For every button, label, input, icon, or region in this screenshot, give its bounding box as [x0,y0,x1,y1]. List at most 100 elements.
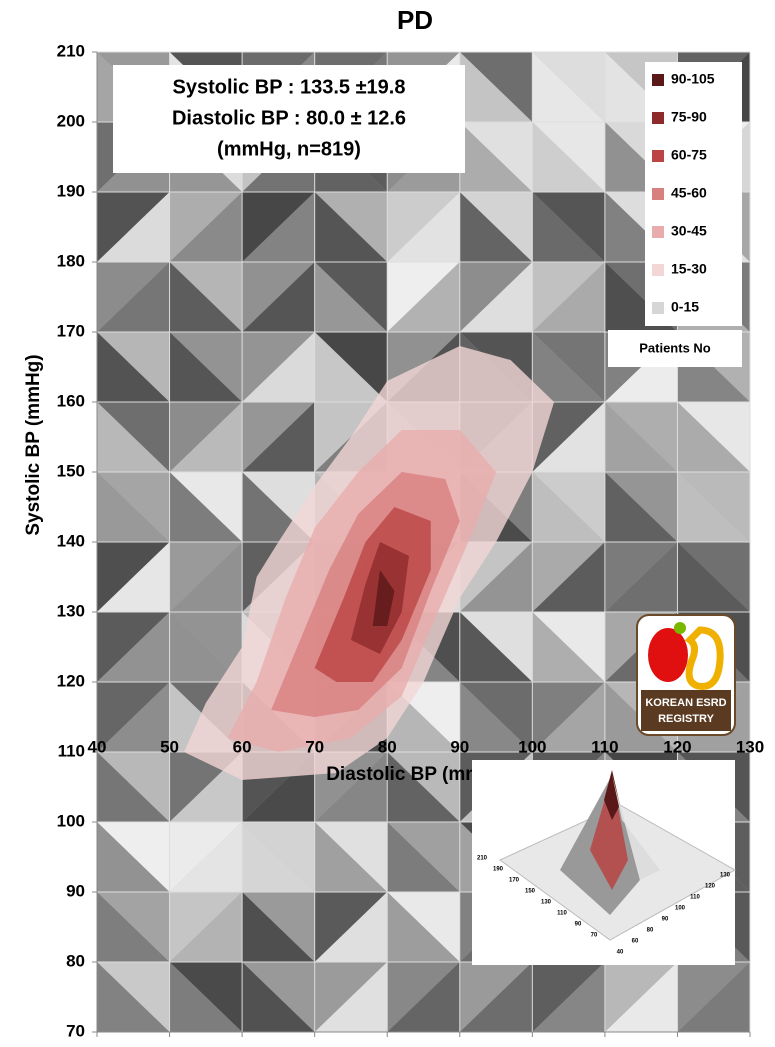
inset-label: 110 [557,911,567,917]
y-tick-label: 120 [57,671,85,690]
background-cell [242,192,315,262]
background-cell [314,192,388,262]
background-cell [314,822,388,892]
background-cell [314,332,388,402]
y-tick-label: 110 [58,741,85,760]
background-cell [532,52,605,122]
background-cell [169,892,243,962]
legend-label: 30-45 [671,223,707,239]
background-cell [169,892,243,962]
background-cell [97,542,170,612]
background-cell [604,542,678,612]
inset-3d-chart: 210 190 170 150 130 110 90 70 40 60 80 90 100 110 120 1… [472,760,737,965]
y-tick-label: 80 [66,951,85,970]
background-cell [314,962,388,1032]
background-cell [532,192,605,262]
background-cell [314,752,388,822]
background-cell [242,402,315,472]
logo-text: REGISTRY [658,713,714,725]
y-tick-label: 160 [57,391,85,410]
background-cell [314,332,388,402]
background-cell [532,472,605,542]
background-cell [242,332,315,402]
x-tick-label: 130 [736,737,764,756]
legend-label: 90-105 [671,71,715,87]
background-cell [97,752,170,822]
legend-label: 75-90 [671,109,707,125]
background-cell [169,542,243,612]
y-tick-label: 100 [57,811,85,830]
legend-title: Patients No [639,340,711,355]
background-cell [169,402,243,472]
background-cell [677,962,750,1032]
background-cell [169,962,243,1032]
background-cell [604,962,678,1032]
legend-swatch [652,112,664,124]
background-cell [97,892,170,962]
y-tick-label: 70 [66,1021,85,1040]
background-cell [314,192,388,262]
background-cell [97,682,170,752]
x-tick-label: 60 [233,737,252,756]
background-cell [97,332,170,402]
background-cell [242,262,315,332]
contour-region [372,570,395,626]
background-cell [532,52,605,122]
background-cell [97,472,170,542]
chart-title: PD [397,5,433,35]
x-tick-label: 80 [378,737,397,756]
y-tick-label: 210 [57,41,85,60]
y-tick-label: 90 [66,881,85,900]
background-cell [169,262,243,332]
x-tick-label: 90 [450,737,469,756]
legend-swatch [652,150,664,162]
background-cell [97,262,170,332]
background-cell [242,962,315,1032]
background-cell [459,192,533,262]
background-cell [387,192,460,262]
background-cell [532,962,605,1032]
y-tick-label: 140 [57,531,85,550]
y-tick-label: 170 [57,321,85,340]
x-tick-label: 100 [518,737,546,756]
inset-label: 40 [617,950,624,956]
background-cell [532,682,605,752]
background-cell [97,332,170,402]
background-cell [97,192,170,262]
background-cell [97,542,170,612]
background-cell [97,822,170,892]
inset-label: 120 [705,884,716,890]
background-cell [677,542,750,612]
background-cell [169,472,243,542]
background-cell [97,612,170,682]
legend-swatch [652,74,664,86]
background-cell [169,822,243,892]
background-cell [459,542,533,612]
background-cell [242,892,315,962]
legend-swatch [652,226,664,238]
background-cell [532,542,605,612]
y-axis-title: Systolic BP (mmHg) [23,354,44,535]
stats-line: Diastolic BP : 80.0 ± 12.6 [172,107,406,129]
legend-swatch [652,188,664,200]
background-cell [97,402,170,472]
background-cell [532,402,605,472]
background-cell [169,332,243,402]
legend-label: 45-60 [671,185,707,201]
inset-label: 170 [509,878,520,884]
background-cell [532,122,605,192]
y-tick-label: 130 [57,601,85,620]
inset-label: 130 [720,873,731,879]
inset-label: 210 [477,856,488,862]
legend: 90-105 75-90 60-75 45-60 30-45 15-30 0-15 [652,71,715,315]
background-cell [532,262,605,332]
background-cell [97,892,170,962]
x-tick-label: 50 [160,737,179,756]
background-cell [387,752,460,822]
background-cell [314,822,388,892]
legend-label: 0-15 [671,299,699,315]
background-cell [532,612,605,682]
background-cell [387,822,460,892]
logo: KOREAN ESRD REGISTRY [636,614,736,736]
x-tick-label: 110 [591,737,618,756]
